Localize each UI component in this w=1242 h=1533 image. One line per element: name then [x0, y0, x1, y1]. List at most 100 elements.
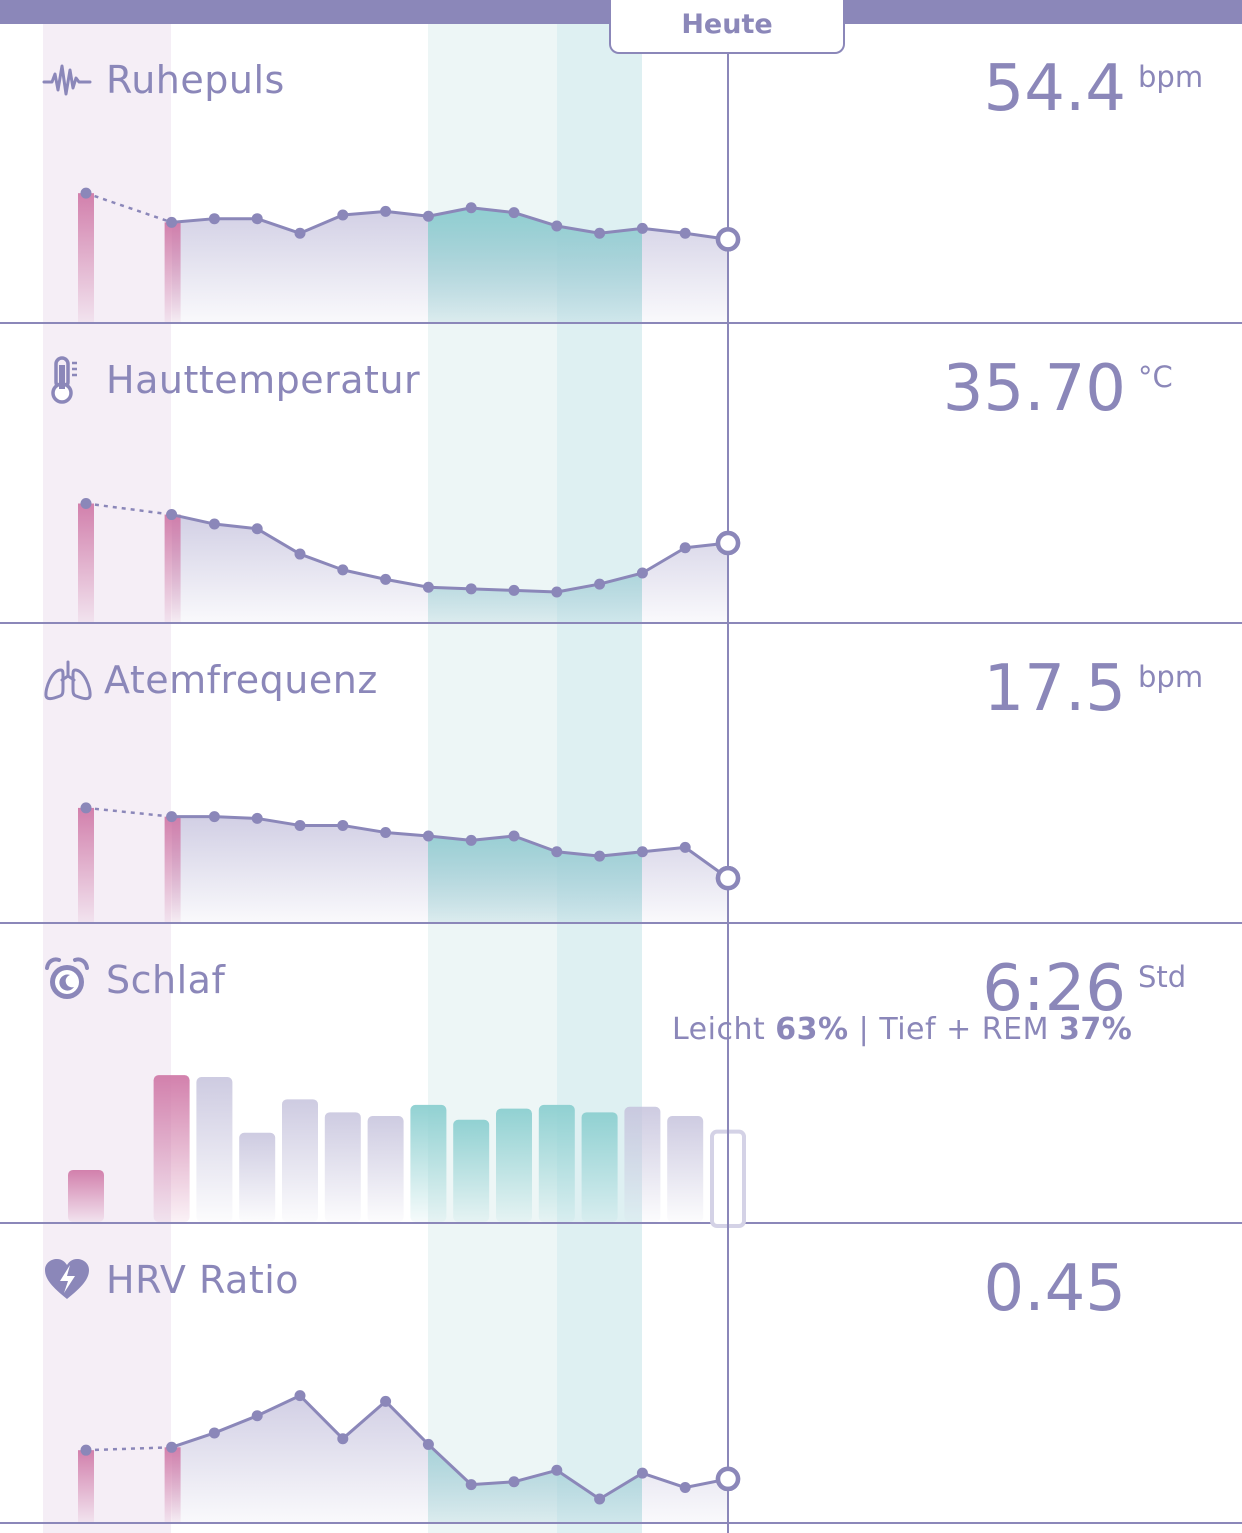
schlaf-bar: [538, 1104, 575, 1222]
panel-title: HRV Ratio: [106, 1258, 300, 1302]
value-schlaf: 6:26: [982, 952, 1126, 1026]
atemfrequenz-data-point: [465, 834, 477, 846]
light-label: Leicht: [672, 1012, 766, 1047]
panel-title: Atemfrequenz: [104, 658, 378, 702]
pulse-icon: [42, 55, 94, 105]
atemfrequenz-data-point: [294, 819, 306, 831]
atemfrequenz-today-marker: [715, 865, 741, 891]
unit-ruhepuls: bpm: [1138, 60, 1204, 94]
ruhepuls-data-point: [679, 227, 691, 239]
schlaf-bar: [624, 1106, 661, 1222]
light-pct: 63%: [775, 1012, 849, 1047]
atemfrequenz-data-point: [337, 819, 349, 831]
chart-atemfrequenz: [78, 802, 741, 922]
ruhepuls-data-point: [294, 227, 306, 239]
schlaf-bar: [196, 1077, 233, 1222]
atemfrequenz-period-bar: [164, 816, 181, 922]
hauttemperatur-data-point: [380, 573, 392, 585]
hrv-period-bar: [164, 1447, 181, 1522]
hauttemperatur-data-point: [508, 584, 520, 596]
ruhepuls-today-marker: [715, 227, 741, 252]
panel-title: Ruhepuls: [106, 58, 285, 102]
hrv-data-point: [337, 1433, 349, 1445]
ruhepuls-data-point: [337, 209, 349, 221]
hrv-data-point: [166, 1441, 178, 1453]
ruhepuls-data-point: [380, 205, 392, 217]
sleep-phase-split: Leicht 63% | Tief + REM 37%: [672, 1012, 1132, 1047]
hrv-data-point: [422, 1438, 434, 1450]
hauttemperatur-period-bar: [164, 514, 181, 622]
hauttemperatur-series-line: [171, 513, 729, 594]
atemfrequenz-data-point: [508, 830, 520, 842]
hauttemperatur-data-point: [679, 542, 691, 554]
chart-hauttemperatur: [78, 498, 741, 622]
hrv-data-point: [679, 1482, 691, 1494]
today-tab[interactable]: Heute: [609, 0, 845, 54]
panel-title: Schlaf: [106, 958, 226, 1002]
hauttemperatur-fertile-area: [428, 573, 642, 622]
atemfrequenz-data-point: [679, 841, 691, 853]
value-atemfrequenz: 17.5: [983, 652, 1127, 726]
label-ruhepuls: Ruhepuls: [42, 55, 285, 105]
atemfrequenz-data-point: [636, 846, 648, 858]
hauttemperatur-data-point: [465, 583, 477, 595]
hrv-data-point: [294, 1390, 306, 1402]
atemfrequenz-series-line: [171, 815, 729, 880]
schlaf-bar: [667, 1116, 704, 1222]
ruhepuls-gap-line: [85, 191, 173, 224]
atemfrequenz-data-point: [80, 802, 92, 814]
hauttemperatur-period-bar: [78, 503, 94, 622]
unit-hauttemperatur: °C: [1138, 360, 1173, 394]
hauttemperatur-data-point: [80, 498, 92, 509]
ruhepuls-data-point: [551, 220, 563, 232]
atemfrequenz-data-point: [166, 811, 178, 823]
schlaf-bar: [410, 1104, 447, 1222]
hrv-series-line: [171, 1394, 729, 1501]
label-hauttemperatur: Hauttemperatur: [42, 355, 420, 405]
hauttemperatur-data-point: [337, 564, 349, 576]
hauttemperatur-today-marker: [715, 530, 741, 556]
schlaf-bar: [239, 1132, 276, 1222]
value-hrv: 0.45: [983, 1252, 1127, 1326]
lungs-icon: [42, 655, 94, 705]
hrv-data-point: [465, 1479, 477, 1491]
hauttemperatur-data-point: [422, 581, 434, 593]
schlaf-bar: [453, 1119, 490, 1222]
atemfrequenz-data-point: [251, 812, 263, 824]
atemfrequenz-data-point: [422, 830, 434, 842]
ruhepuls-period-bar: [78, 193, 94, 322]
unit-atemfrequenz: bpm: [1138, 660, 1204, 694]
schlaf-bar: [153, 1075, 190, 1222]
atemfrequenz-data-point: [594, 850, 606, 862]
deep-pct: 37%: [1059, 1012, 1133, 1047]
hrv-data-point: [636, 1467, 648, 1479]
hrv-data-point: [251, 1410, 263, 1422]
chart-schlaf: [68, 1075, 746, 1228]
panel-title: Hauttemperatur: [106, 358, 421, 402]
past-period-band: [43, 24, 171, 1533]
atemfrequenz-data-point: [208, 811, 220, 823]
hauttemperatur-data-point: [294, 548, 306, 560]
hrv-data-point: [551, 1464, 563, 1476]
hauttemperatur-data-point: [208, 518, 220, 530]
ruhepuls-data-point: [636, 222, 648, 234]
hrv-period-bar: [78, 1450, 94, 1522]
alarm-clock-icon: [42, 955, 94, 1005]
deep-label: Tief + REM: [879, 1012, 1049, 1047]
ruhepuls-data-point: [208, 213, 220, 225]
atemfrequenz-period-bar: [78, 807, 94, 922]
hrv-data-point: [594, 1493, 606, 1505]
ruhepuls-data-point: [166, 216, 178, 228]
value-ruhepuls: 54.4: [983, 52, 1127, 126]
atemfrequenz-data-point: [551, 846, 563, 858]
hauttemperatur-data-point: [166, 509, 178, 521]
schlaf-bar: [68, 1169, 104, 1222]
heart-bolt-icon: [42, 1255, 94, 1305]
hauttemperatur-data-point: [551, 586, 563, 598]
chart-ruhepuls: [78, 187, 741, 322]
ruhepuls-data-point: [508, 207, 520, 219]
hrv-area: [171, 1395, 729, 1522]
ruhepuls-series-line: [171, 206, 729, 241]
